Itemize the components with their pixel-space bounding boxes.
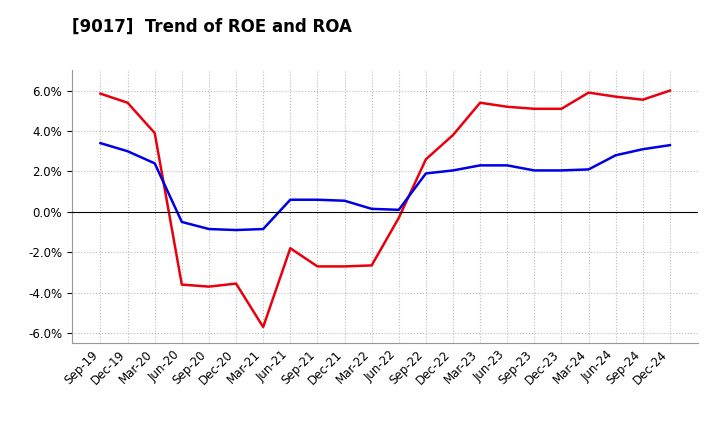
Text: [9017]  Trend of ROE and ROA: [9017] Trend of ROE and ROA	[72, 18, 352, 36]
ROA	[395, 207, 403, 213]
ROA	[96, 140, 105, 146]
ROE	[341, 264, 349, 269]
ROE	[611, 94, 620, 99]
ROE	[476, 100, 485, 105]
ROE	[639, 97, 647, 103]
ROA	[530, 168, 539, 173]
ROE	[286, 246, 294, 251]
ROA	[204, 227, 213, 232]
ROE	[178, 282, 186, 287]
ROE	[204, 284, 213, 289]
ROE	[96, 91, 105, 96]
ROA	[313, 197, 322, 202]
ROA	[150, 161, 159, 166]
ROA	[476, 163, 485, 168]
ROA	[341, 198, 349, 203]
ROA	[557, 168, 566, 173]
ROA	[665, 143, 674, 148]
ROE	[367, 263, 376, 268]
ROE	[503, 104, 511, 110]
ROA	[286, 197, 294, 202]
ROE	[557, 106, 566, 111]
ROA	[367, 206, 376, 212]
ROE	[421, 157, 430, 162]
ROE	[530, 106, 539, 111]
ROA	[421, 171, 430, 176]
ROA	[611, 153, 620, 158]
ROA	[449, 168, 457, 173]
ROE	[123, 100, 132, 105]
ROE	[395, 215, 403, 220]
Line: ROE: ROE	[101, 91, 670, 327]
ROA	[259, 227, 268, 232]
ROA	[178, 219, 186, 224]
ROA	[123, 149, 132, 154]
Line: ROA: ROA	[101, 143, 670, 230]
ROE	[665, 88, 674, 93]
ROE	[259, 324, 268, 330]
ROE	[313, 264, 322, 269]
ROA	[639, 147, 647, 152]
ROE	[150, 130, 159, 136]
ROE	[584, 90, 593, 95]
ROA	[584, 167, 593, 172]
ROE	[449, 132, 457, 138]
ROE	[232, 281, 240, 286]
ROA	[232, 227, 240, 233]
ROA	[503, 163, 511, 168]
